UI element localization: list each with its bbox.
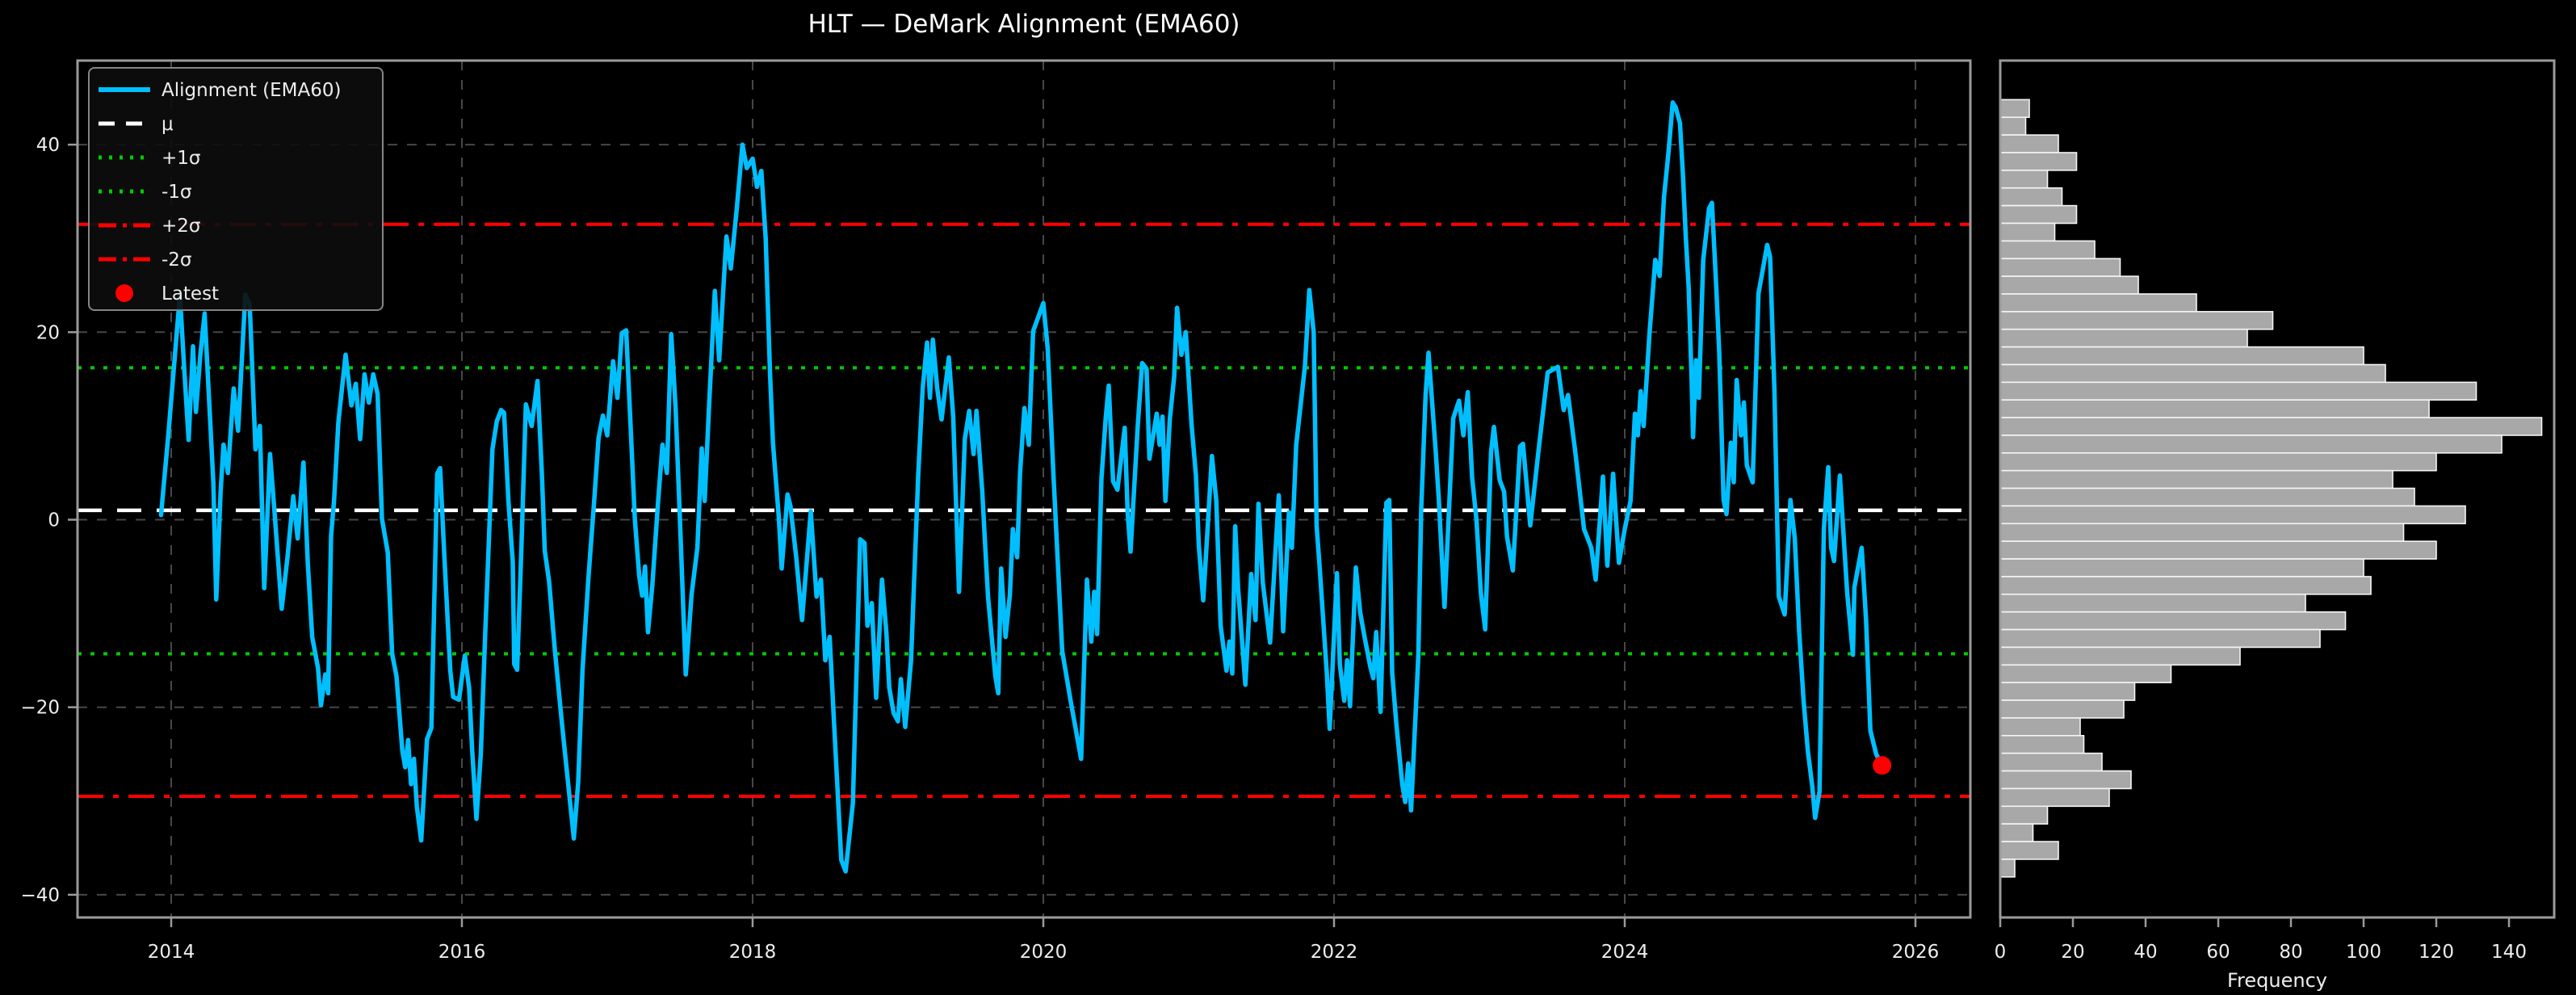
histogram-bar <box>1999 363 2386 384</box>
histogram-bar <box>1999 452 2437 472</box>
histogram-bar <box>1999 346 2364 366</box>
histogram-bar <box>1999 735 2085 754</box>
histogram-bar <box>1999 381 2477 401</box>
histogram-bar <box>1999 646 2241 666</box>
main-axes-spines <box>76 59 1972 919</box>
hist-x-tick-label: 80 <box>2279 942 2302 963</box>
x-tick-label: 2024 <box>1601 942 1649 963</box>
main-plot-panel: 40 20 0 −20 −40 2014 2016 2018 2020 2022 2024 2026 <box>20 59 1972 963</box>
histogram-axes-spines <box>1999 59 2556 919</box>
histogram-bar <box>1999 469 2393 489</box>
alignment-series-line <box>158 100 1885 874</box>
x-tick-label: 2016 <box>438 942 486 963</box>
histogram-bar <box>1999 558 2364 577</box>
histogram-bar <box>1999 204 2078 225</box>
x-tick-label: 2026 <box>1892 942 1940 963</box>
legend: Alignment (EMA60) μ +1σ -1σ +2σ -2σ Latest <box>88 67 384 311</box>
hist-x-tick-label: 0 <box>1995 942 2007 963</box>
histogram-bar <box>1999 699 2125 719</box>
histogram-bar <box>1999 487 2415 507</box>
hist-x-tick-label: 140 <box>2491 942 2527 963</box>
y-tick-label: 40 <box>36 135 60 156</box>
histogram-bar <box>1999 187 2063 207</box>
histogram-bar <box>1999 435 2503 454</box>
histogram-bar <box>1999 275 2139 295</box>
histogram-x-axis-label: Frequency <box>2227 969 2327 992</box>
histogram-bar <box>1999 823 2034 842</box>
histogram-bar <box>1999 99 2030 119</box>
hist-x-tick-label: 120 <box>2419 942 2454 963</box>
histogram-bar <box>1999 152 2078 171</box>
histogram-bar <box>1999 628 2321 649</box>
histogram-bar <box>1999 682 2136 701</box>
legend-item-label: +2σ <box>162 216 200 237</box>
histogram-bar <box>1999 664 2172 683</box>
y-tick-label: −40 <box>20 885 60 906</box>
x-tick-label: 2022 <box>1311 942 1358 963</box>
x-tick-label: 2018 <box>729 942 777 963</box>
histogram-bar <box>1999 116 2027 136</box>
y-tick-label: 20 <box>36 322 60 343</box>
y-tick-label: 0 <box>48 510 60 531</box>
legend-item-label: Alignment (EMA60) <box>162 80 341 101</box>
x-tick-label: 2020 <box>1020 942 1068 963</box>
hist-x-tick-label: 100 <box>2346 942 2381 963</box>
histogram-bar <box>1999 134 2059 153</box>
histogram-bar <box>1999 770 2132 790</box>
histogram-bar <box>1999 258 2121 277</box>
histogram-bar <box>1999 787 2110 808</box>
legend-item-label: μ <box>162 114 174 135</box>
histogram-bar <box>1999 717 2081 737</box>
legend-latest-dot-handle <box>115 284 133 302</box>
histogram-bar <box>1999 399 2430 418</box>
legend-box <box>88 67 384 311</box>
histogram-bar <box>1999 859 2016 878</box>
histogram-bar <box>1999 594 2306 613</box>
legend-item-label: +1σ <box>162 148 200 169</box>
histogram-bar <box>1999 222 2056 242</box>
histogram-bar <box>1999 311 2274 330</box>
histogram-bar <box>1999 240 2096 260</box>
histogram-bar <box>1999 540 2437 560</box>
latest-point-marker <box>1873 756 1892 775</box>
legend-item-label: -1σ <box>162 182 192 203</box>
histogram-bar <box>1999 328 2248 348</box>
histogram-bar <box>1999 523 2405 543</box>
x-tick-label: 2014 <box>148 942 195 963</box>
hist-x-tick-label: 20 <box>2061 942 2084 963</box>
legend-item-label: -2σ <box>162 250 192 271</box>
histogram-bar <box>1999 293 2197 313</box>
hist-x-tick-label: 40 <box>2133 942 2157 963</box>
histogram-bar <box>1999 576 2372 595</box>
histogram-bar <box>1999 505 2466 525</box>
histogram-bar <box>1999 417 2543 436</box>
chart-title: HLT — DeMark Alignment (EMA60) <box>808 10 1240 39</box>
histogram-bar <box>1999 752 2103 772</box>
y-tick-label: −20 <box>20 698 60 719</box>
histogram-bar <box>1999 805 2049 825</box>
legend-item-label: Latest <box>162 283 219 304</box>
histogram-bar <box>1999 611 2347 631</box>
histogram-bar <box>1999 841 2059 860</box>
histogram-bar <box>1999 170 2049 189</box>
hist-x-tick-label: 60 <box>2206 942 2230 963</box>
histogram-panel: 0 20 40 60 80 100 120 140 <box>1995 59 2556 963</box>
